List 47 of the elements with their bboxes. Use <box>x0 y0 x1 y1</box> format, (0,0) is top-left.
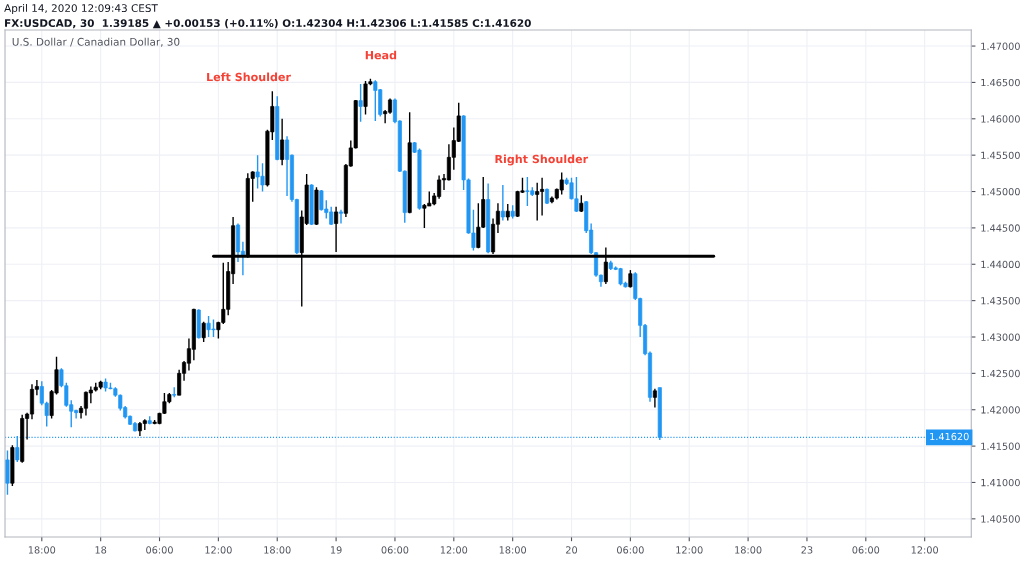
x-tick-label: 23 <box>801 546 813 554</box>
y-tick-label: 1.45000 <box>981 188 1020 196</box>
candlestick <box>358 83 363 123</box>
candlestick <box>334 206 339 253</box>
y-tick-label: 1.42500 <box>981 369 1020 378</box>
x-tick-label: 12:00 <box>676 546 703 554</box>
annotation: Head <box>365 50 397 60</box>
x-tick-label: 06:00 <box>381 546 409 554</box>
y-tick-label: 1.45500 <box>981 151 1020 159</box>
candlestick <box>280 118 285 167</box>
y-tick-label: 1.43000 <box>981 333 1020 341</box>
candlestick <box>535 182 540 222</box>
y-tick-label: 1.44000 <box>981 260 1020 269</box>
y-tick-label: 1.40500 <box>981 515 1020 523</box>
annotation: Left Shoulder <box>207 72 291 82</box>
x-tick-label: 06:00 <box>617 546 644 554</box>
candlestick <box>5 449 10 496</box>
candlestick <box>652 387 657 409</box>
y-tick-label: 1.47000 <box>981 42 1020 50</box>
y-tick-label: 1.41500 <box>981 442 1020 450</box>
y-tick-label: 1.41000 <box>981 478 1020 487</box>
y-tick-label: 1.43500 <box>981 297 1020 305</box>
x-tick-label: 20 <box>566 546 578 554</box>
y-tick-label: 1.46000 <box>981 115 1020 123</box>
text: U.S. Dollar / Canadian Dollar, 30 <box>12 37 180 47</box>
chart-subtitle: FX:USDCAD, 30 1.39185 ▲ +0.00153 (+0.11%) O:1.42304 H:1.42306 L:1.41585 C:1.41620 <box>5 18 531 29</box>
x-tick-label: 06:00 <box>852 546 880 554</box>
x-tick-label: 06:00 <box>146 546 173 554</box>
candlestick <box>285 135 290 197</box>
annotation: Right Shoulder <box>495 154 589 166</box>
y-tick-label: 1.42000 <box>981 406 1020 414</box>
y-tick-label: 1.46500 <box>981 78 1020 87</box>
x-tick-label: 19 <box>330 546 342 554</box>
y-tick-label: 1.44500 <box>981 224 1020 232</box>
text: April 14, 2020 12:09:43 CEST <box>4 3 158 15</box>
x-tick-label: 18 <box>95 546 107 554</box>
x-tick-label: 12:00 <box>205 546 232 554</box>
x-tick-label: 18:00 <box>499 546 527 554</box>
candlestick <box>500 184 505 222</box>
x-tick-label: 12:00 <box>440 546 468 554</box>
x-tick-label: 18:00 <box>28 546 56 554</box>
x-tick-label: 18:00 <box>264 546 291 554</box>
candlestick <box>201 321 206 343</box>
x-tick-label: 18:00 <box>735 546 762 554</box>
x-tick-label: 12:00 <box>911 546 939 554</box>
ref-line-label: 1.41620 <box>930 432 969 441</box>
candlestick <box>338 209 344 225</box>
